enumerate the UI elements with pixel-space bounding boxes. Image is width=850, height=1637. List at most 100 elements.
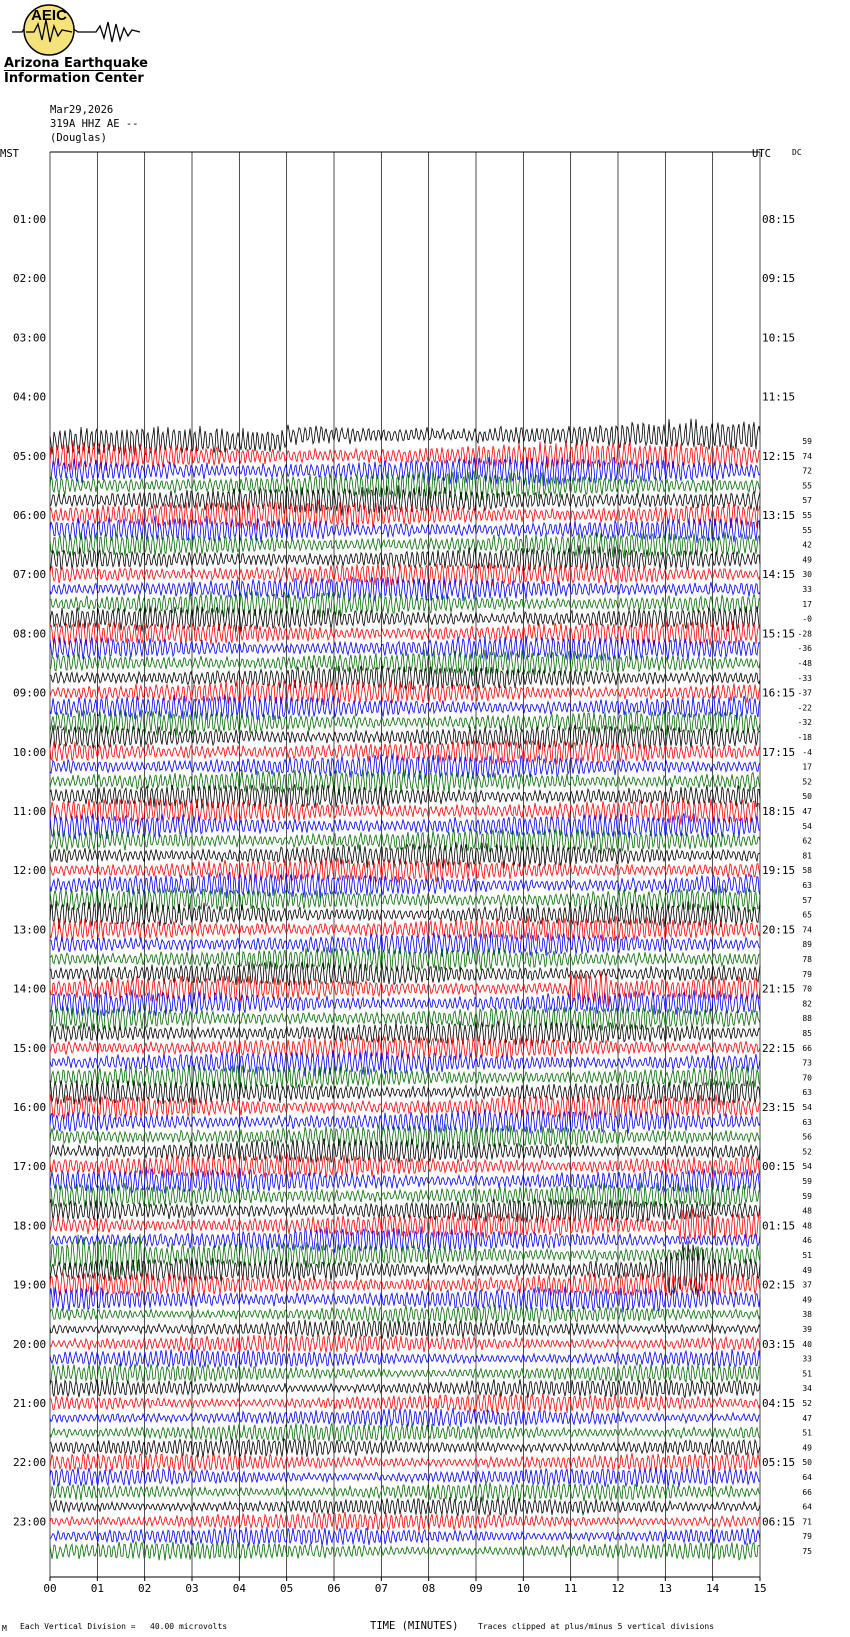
seismogram-trace <box>49 1138 761 1164</box>
seismogram-trace <box>49 783 761 810</box>
dc-offset-label: 88 <box>802 1014 812 1023</box>
seismogram-trace <box>49 1526 761 1547</box>
seismogram-trace <box>49 1319 761 1339</box>
aeic-logo: AEIC Arizona Earthquake Information Cent… <box>0 0 150 100</box>
x-tick-label: 02 <box>138 1582 151 1595</box>
utc-hour-label: 20:15 <box>762 923 795 936</box>
seismogram-trace <box>49 1198 761 1224</box>
x-tick-label: 08 <box>422 1582 435 1595</box>
mst-hour-label: 02:00 <box>13 272 46 285</box>
dc-label: DC <box>792 148 802 157</box>
seismogram-trace <box>49 1226 761 1254</box>
mst-hour-label: 13:00 <box>13 923 46 936</box>
dc-offset-label: 54 <box>802 822 812 831</box>
dc-offset-label: 73 <box>802 1059 812 1068</box>
mst-hour-label: 16:00 <box>13 1101 46 1114</box>
seismogram-trace <box>49 813 761 840</box>
seismograph-logo-icon: AEIC <box>12 4 141 56</box>
seismogram-trace <box>49 842 761 870</box>
dc-offset-label: -22 <box>798 703 813 712</box>
utc-hour-label: 08:15 <box>762 213 795 226</box>
seismogram-trace <box>49 1004 761 1031</box>
dc-offset-label: 57 <box>802 496 812 505</box>
utc-hour-label: 18:15 <box>762 805 795 818</box>
utc-label: UTC <box>752 148 771 160</box>
x-tick-label: 14 <box>706 1582 720 1595</box>
mst-hour-label: 18:00 <box>13 1219 46 1232</box>
mst-hour-label: 07:00 <box>13 568 46 581</box>
mst-hour-label: 12:00 <box>13 864 46 877</box>
dc-offset-label: 40 <box>802 1340 812 1349</box>
mst-hour-label: 01:00 <box>13 213 46 226</box>
mst-hour-label: 15:00 <box>13 1042 46 1055</box>
utc-hour-label: 21:15 <box>762 983 795 996</box>
utc-hour-label: 10:15 <box>762 331 795 344</box>
mst-hour-label: 14:00 <box>13 983 46 996</box>
seismogram-trace <box>49 575 761 602</box>
dc-offset-label: 59 <box>802 1177 812 1186</box>
dc-offset-label: 63 <box>802 1118 812 1127</box>
logo-badge: AEIC <box>31 7 67 24</box>
dc-offset-label: 49 <box>802 1266 812 1275</box>
dc-offset-label: -4 <box>802 748 812 757</box>
seismogram-trace <box>49 1240 761 1295</box>
dc-offset-label: 58 <box>802 866 812 875</box>
x-tick-label: 04 <box>233 1582 247 1595</box>
seismogram-trace <box>49 1540 761 1561</box>
dc-offset-label: 85 <box>802 1029 812 1038</box>
dc-offset-label: 74 <box>802 452 812 461</box>
x-tick-label: 01 <box>91 1582 104 1595</box>
seismogram-trace <box>49 591 761 618</box>
utc-hour-label: 16:15 <box>762 687 795 700</box>
seismogram-trace <box>49 1094 761 1121</box>
utc-hour-label: 05:15 <box>762 1456 795 1469</box>
seismogram-trace <box>49 753 761 781</box>
utc-hour-label: 17:15 <box>762 746 795 759</box>
dc-offset-label: 48 <box>802 1207 812 1216</box>
seismogram-trace <box>49 1109 761 1134</box>
x-tick-label: 09 <box>469 1582 482 1595</box>
seismogram-trace <box>49 768 761 796</box>
seismogram-trace <box>49 989 761 1017</box>
utc-hour-label: 04:15 <box>762 1397 795 1410</box>
seismogram-trace <box>49 1333 761 1354</box>
dc-offset-label: 51 <box>802 1429 812 1438</box>
seismogram-trace <box>49 545 761 573</box>
seismogram-trace <box>49 900 761 929</box>
dc-offset-label: 49 <box>802 1295 812 1304</box>
x-tick-label: 12 <box>611 1582 624 1595</box>
dc-offset-label: 17 <box>802 763 812 772</box>
seismogram-trace <box>49 1363 761 1384</box>
seismogram-trace <box>49 455 761 487</box>
dc-offset-label: 46 <box>802 1236 812 1245</box>
seismogram-trace <box>49 605 761 633</box>
plot-axes <box>50 151 760 1578</box>
dc-offset-label: 63 <box>802 1088 812 1097</box>
seismogram-trace <box>49 1467 761 1488</box>
dc-offset-label: 62 <box>802 837 812 846</box>
dc-offset-label: 66 <box>802 1044 812 1053</box>
footer-vertical-division: Each Vertical Division = 40.00 microvolt… <box>20 1622 228 1631</box>
seismogram-trace <box>49 636 761 662</box>
seismogram-trace <box>49 562 761 588</box>
dc-offset-label: 65 <box>802 911 812 920</box>
seismogram-trace <box>49 827 761 855</box>
dc-offset-label: 81 <box>802 851 812 860</box>
mst-hour-label: 19:00 <box>13 1279 46 1292</box>
dc-offset-label: 75 <box>802 1547 812 1556</box>
seismogram-trace <box>49 1378 761 1399</box>
minute-grid <box>49 152 761 1577</box>
dc-offset-label: 72 <box>802 467 812 476</box>
x-axis-title: TIME (MINUTES) <box>370 1620 459 1632</box>
mst-hour-label: 17:00 <box>13 1160 46 1173</box>
mst-hour-label: 04:00 <box>13 391 46 404</box>
utc-hour-label: 22:15 <box>762 1042 795 1055</box>
seismogram-trace <box>49 1050 761 1077</box>
mst-hour-label: 09:00 <box>13 687 46 700</box>
dc-offset-label: 51 <box>802 1369 812 1378</box>
logo-divider <box>4 70 136 71</box>
x-tick-label: 10 <box>517 1582 530 1595</box>
x-tick-label: 06 <box>327 1582 340 1595</box>
dc-offset-label: -0 <box>802 615 812 624</box>
